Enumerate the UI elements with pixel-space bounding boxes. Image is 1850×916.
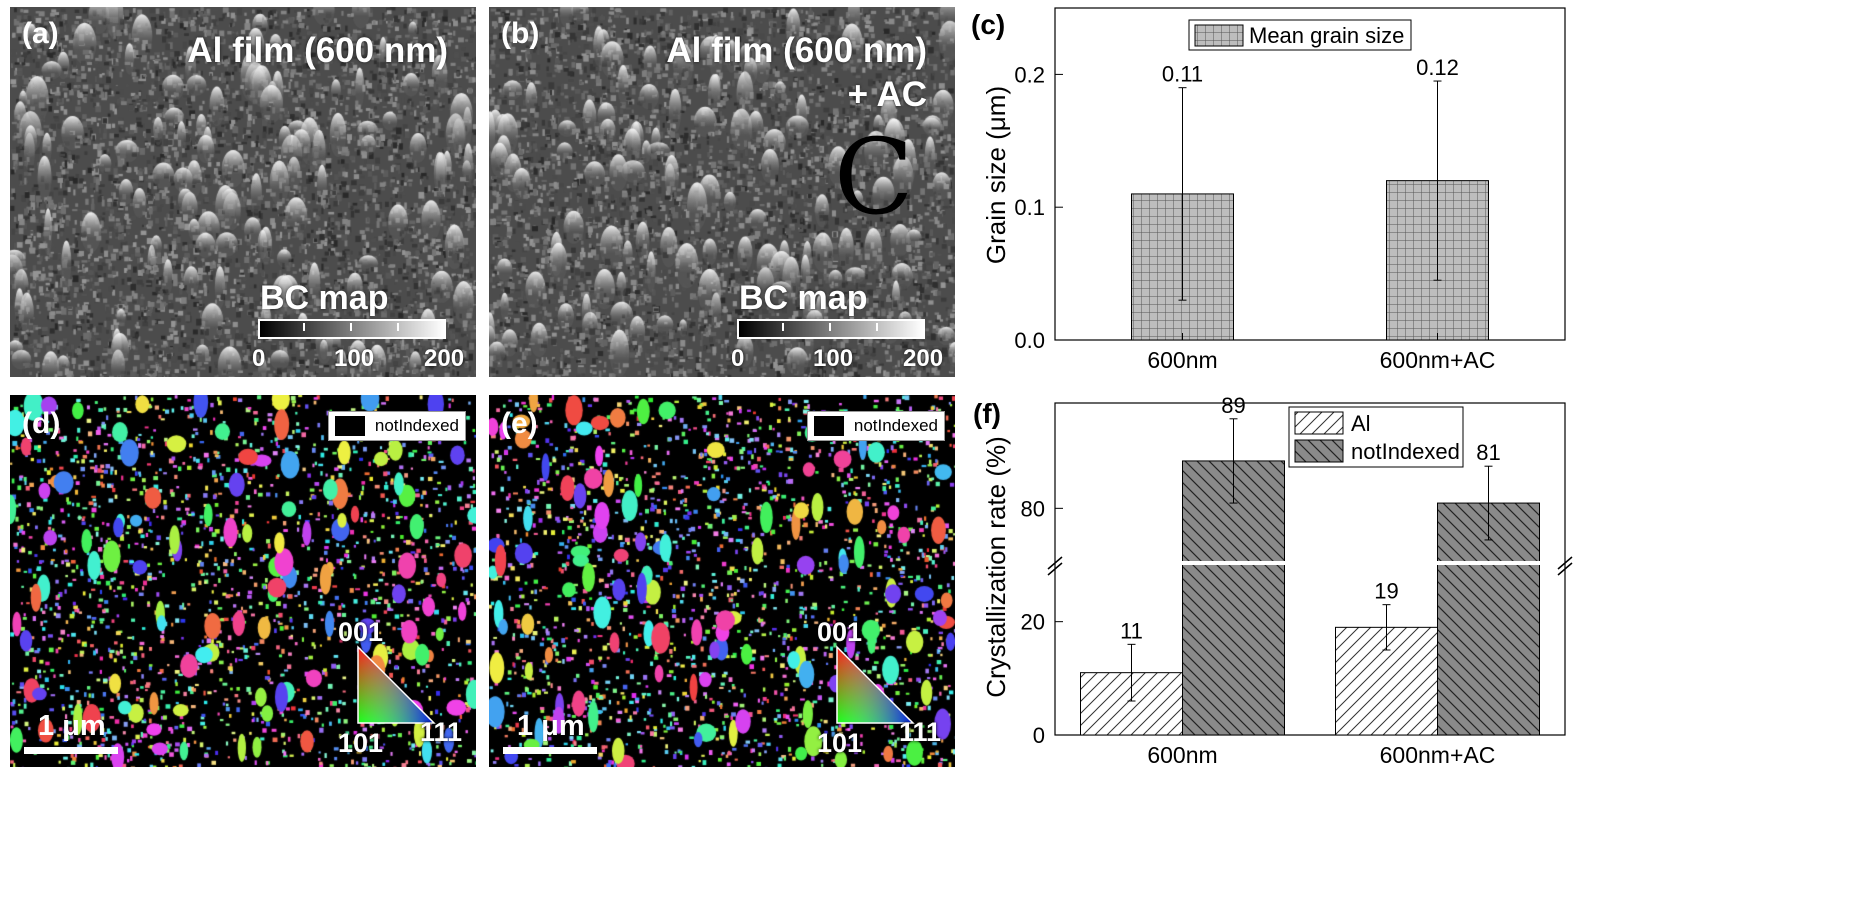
panel-label-a: (a)	[22, 17, 59, 50]
axis-break-mark	[1047, 556, 1063, 570]
colorbar-tick-label: 200	[424, 345, 465, 372]
legend-swatch-notindexed	[1294, 439, 1344, 463]
x-tick-label: 600nm	[1147, 347, 1217, 373]
colorbar-tick	[397, 323, 399, 331]
scale-bar-e	[503, 747, 597, 754]
bc-map-label-a: BC map	[260, 279, 389, 317]
ipf-label-111: 111	[899, 717, 942, 747]
legend-label: notIndexed	[853, 416, 938, 435]
data-label: 11	[1120, 618, 1143, 643]
bar-notIndexed-600nm+AC	[1437, 502, 1540, 736]
x-tick-label: 600nm	[1147, 742, 1217, 768]
plot-area: 0 20 80 11 89 600nm 19 81 600nm+AC	[1021, 393, 1573, 768]
data-label: 19	[1374, 579, 1398, 604]
colorbar-tick-label: 100	[813, 345, 854, 372]
y-tick-label: 0.0	[1014, 328, 1045, 353]
y-tick-label: 0.2	[1014, 62, 1045, 87]
data-label: 0.11	[1162, 62, 1203, 87]
colorbar-tick-label: 100	[334, 345, 375, 372]
scale-bar-label-d: 1 μm	[38, 710, 106, 742]
panel-title-a: Al film (600 nm)	[187, 29, 448, 73]
colorbar-b	[737, 319, 925, 339]
y-tick-label: 20	[1021, 610, 1045, 635]
panel-title-a-line1: Al film (600 nm)	[187, 31, 448, 70]
legend-label-mean-grain-size: Mean grain size	[1249, 23, 1404, 48]
scale-bar-label-e: 1 μm	[517, 710, 585, 742]
data-label: 0.12	[1416, 55, 1459, 80]
colorbar-tick	[350, 323, 352, 331]
bc-map-texture-b	[489, 7, 955, 377]
panel-title-b-line1: Al film (600 nm)	[666, 31, 927, 70]
legend: Al notIndexed	[1288, 406, 1464, 468]
panel-title-b: Al film (600 nm) + AC	[666, 29, 927, 117]
colorbar-tick-label: 200	[903, 345, 944, 372]
plot-frame	[1054, 7, 1566, 341]
ipf-label-111: 111	[420, 717, 463, 747]
panel-label-c: (c)	[971, 9, 1005, 40]
colorbar-tick	[829, 323, 831, 331]
axis-break-gap	[1057, 561, 1563, 565]
colorbar-tick-label: 0	[731, 345, 745, 372]
x-tick-label: 600nm+AC	[1380, 347, 1496, 373]
overlay-mark-c: C	[834, 116, 914, 238]
colorbar-tick	[782, 323, 784, 331]
bc-map-label-b: BC map	[739, 279, 868, 317]
colorbar-tick	[876, 323, 878, 331]
ipf-map-image-e: (e) notIndexed 001 101 111 1 μm	[489, 395, 955, 767]
axis-break-mark	[1047, 562, 1063, 576]
ipf-triangle-d	[357, 645, 436, 724]
crystallization-rate-chart: (f) 0 20 80 11 89 600nm 19 81 600nm+AC Crystalli…	[973, 393, 1573, 768]
plot-area: 0.0 0.1 0.2 0.11 600nm 0.12 600nm+AC	[1014, 7, 1566, 373]
panel-label-f: (f)	[973, 398, 1001, 429]
data-label: 81	[1476, 440, 1500, 465]
y-tick-label: 80	[1021, 496, 1045, 521]
legend-label-al: Al	[1351, 411, 1371, 436]
notindexed-legend-d: notIndexed	[328, 411, 466, 441]
legend-swatch-mean-grain-size	[1194, 24, 1244, 47]
legend-label: notIndexed	[374, 416, 459, 435]
axis-break-mark	[1557, 562, 1573, 576]
ipf-label-001: 001	[817, 617, 863, 647]
axis-break-mark	[1557, 556, 1573, 570]
ipf-label-101: 101	[338, 728, 384, 758]
x-tick-label: 600nm+AC	[1380, 742, 1496, 768]
panel-title-b-line2: + AC	[847, 74, 927, 114]
legend-swatch-al	[1294, 411, 1344, 435]
bc-map-image-b: (b) Al film (600 nm) + AC C BC map 0 100…	[489, 7, 955, 377]
y-axis-title: Grain size (μm)	[981, 86, 1011, 264]
panel-label-b: (b)	[501, 17, 540, 50]
colorbar-a	[258, 319, 446, 339]
legend-swatch	[335, 416, 365, 436]
scale-bar-d	[24, 747, 118, 754]
legend-label-notindexed: notIndexed	[1351, 439, 1460, 464]
legend: Mean grain size	[1188, 19, 1412, 51]
colorbar-tick-label: 0	[252, 345, 266, 372]
ipf-triangle-e	[836, 645, 915, 724]
ipf-map-image-d: (d) notIndexed 001 101 111 1 μm	[10, 395, 476, 767]
ipf-label-001: 001	[338, 617, 384, 647]
bc-map-image-a: (a) Al film (600 nm) BC map 0 100 200	[10, 7, 476, 377]
bc-map-texture-a	[10, 7, 476, 377]
bar-notIndexed-600nm	[1182, 460, 1285, 736]
panel-label-e: (e)	[501, 407, 538, 440]
data-label: 89	[1221, 393, 1245, 418]
colorbar-tick	[303, 323, 305, 331]
legend-swatch	[814, 416, 844, 436]
ipf-label-101: 101	[817, 728, 863, 758]
grain-size-chart: (c) 0.0 0.1 0.2 0.11 600nm 0.12 600nm+AC Grain…	[971, 7, 1566, 373]
notindexed-legend-e: notIndexed	[807, 411, 945, 441]
y-tick-label: 0	[1033, 723, 1045, 748]
y-axis-title: Crystallization rate (%)	[981, 436, 1011, 698]
panel-label-d: (d)	[22, 407, 61, 440]
y-tick-label: 0.1	[1014, 195, 1045, 220]
